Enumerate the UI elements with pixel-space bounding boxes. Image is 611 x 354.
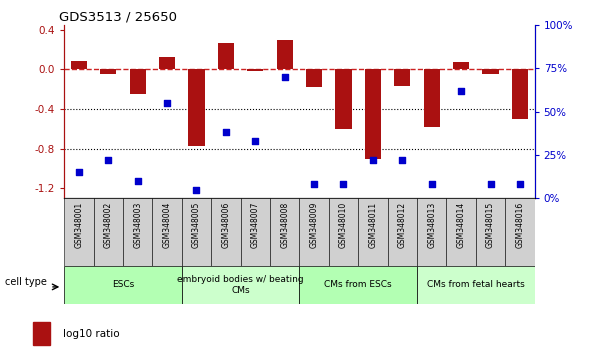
Bar [447,198,476,266]
Text: cell type: cell type [5,277,47,287]
Bar [387,198,417,266]
Point [74,170,84,175]
Bar [123,198,152,266]
Text: log10 ratio: log10 ratio [63,329,120,339]
Bar [417,198,447,266]
Bar [365,69,381,159]
Bar [211,198,241,266]
Bar [71,62,87,69]
Bar [306,69,322,87]
Bar [277,40,293,69]
Bar [159,57,175,69]
Bar [100,69,116,74]
Point [162,100,172,106]
Bar [270,198,299,266]
Bar [299,266,417,304]
Point [192,187,202,193]
Bar [64,198,93,266]
Text: GSM348008: GSM348008 [280,202,289,248]
Bar [476,198,505,266]
Text: GSM348010: GSM348010 [339,202,348,248]
Bar [453,62,469,69]
Bar [182,266,299,304]
Point [456,88,466,93]
Bar [358,198,387,266]
Text: GSM348009: GSM348009 [310,202,318,248]
Point [515,182,525,187]
Bar [247,69,263,72]
Point [397,157,407,163]
Bar [64,266,182,304]
Text: embryoid bodies w/ beating
CMs: embryoid bodies w/ beating CMs [177,275,304,295]
Text: GSM348001: GSM348001 [75,202,83,248]
Bar [483,69,499,74]
Bar [241,198,270,266]
Bar [417,266,535,304]
Bar [33,322,50,346]
Text: GSM348014: GSM348014 [456,202,466,248]
Bar [130,69,146,94]
Text: GSM348016: GSM348016 [516,202,524,248]
Bar [394,69,411,86]
Text: GSM348013: GSM348013 [427,202,436,248]
Point [251,138,260,144]
Bar [299,198,329,266]
Text: GSM348006: GSM348006 [221,202,230,248]
Text: GSM348004: GSM348004 [163,202,172,248]
Bar [182,198,211,266]
Text: ESCs: ESCs [112,280,134,290]
Point [368,157,378,163]
Bar [512,69,528,119]
Point [486,182,496,187]
Point [103,157,113,163]
Bar [505,198,535,266]
Point [309,182,319,187]
Text: GSM348012: GSM348012 [398,202,407,248]
Text: GSM348003: GSM348003 [133,202,142,248]
Point [280,74,290,80]
Point [338,182,348,187]
Bar [152,198,182,266]
Point [221,130,231,135]
Text: GSM348007: GSM348007 [251,202,260,248]
Text: GSM348005: GSM348005 [192,202,201,248]
Text: GSM348011: GSM348011 [368,202,378,248]
Bar [329,198,358,266]
Text: GSM348015: GSM348015 [486,202,495,248]
Text: CMs from ESCs: CMs from ESCs [324,280,392,290]
Text: GDS3513 / 25650: GDS3513 / 25650 [59,11,177,24]
Point [427,182,437,187]
Point [133,178,142,184]
Bar [93,198,123,266]
Text: GSM348002: GSM348002 [104,202,113,248]
Bar [218,42,234,69]
Bar [188,69,205,146]
Text: CMs from fetal hearts: CMs from fetal hearts [427,280,525,290]
Bar [335,69,351,129]
Bar [423,69,440,127]
